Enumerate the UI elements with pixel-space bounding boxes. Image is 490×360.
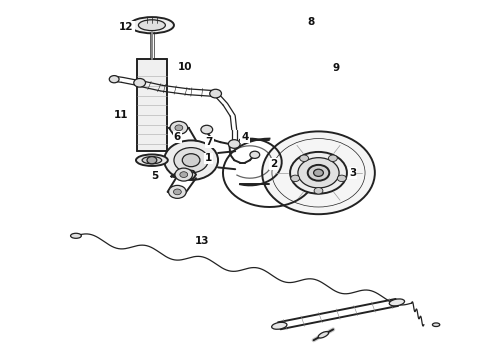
FancyBboxPatch shape <box>137 59 167 151</box>
Circle shape <box>170 121 188 134</box>
Text: 8: 8 <box>308 17 315 27</box>
Text: 6: 6 <box>174 132 181 142</box>
Ellipse shape <box>389 299 405 306</box>
Ellipse shape <box>138 20 165 31</box>
Circle shape <box>338 175 346 181</box>
Ellipse shape <box>130 17 174 33</box>
Text: 11: 11 <box>114 110 129 120</box>
Circle shape <box>250 151 260 158</box>
Circle shape <box>328 155 337 162</box>
Circle shape <box>201 125 213 134</box>
Text: 2: 2 <box>270 159 277 169</box>
Circle shape <box>180 172 188 177</box>
Ellipse shape <box>136 154 168 166</box>
Circle shape <box>314 169 323 176</box>
Circle shape <box>173 189 181 195</box>
Circle shape <box>147 157 157 164</box>
Circle shape <box>314 188 323 194</box>
Text: 10: 10 <box>178 62 193 72</box>
Circle shape <box>164 140 218 180</box>
Circle shape <box>169 185 186 198</box>
Circle shape <box>308 165 329 181</box>
Circle shape <box>175 125 183 131</box>
Circle shape <box>300 155 309 162</box>
Text: 9: 9 <box>333 63 340 73</box>
Text: 5: 5 <box>151 171 158 181</box>
Text: 7: 7 <box>205 137 213 147</box>
Circle shape <box>290 152 347 194</box>
Circle shape <box>210 89 221 98</box>
Circle shape <box>134 78 146 87</box>
Circle shape <box>228 140 240 148</box>
Circle shape <box>291 175 299 181</box>
Circle shape <box>262 131 375 214</box>
Ellipse shape <box>142 157 162 164</box>
Circle shape <box>109 76 119 83</box>
Text: 3: 3 <box>349 168 356 178</box>
Text: 12: 12 <box>119 22 134 32</box>
Ellipse shape <box>318 332 329 338</box>
Ellipse shape <box>271 322 287 329</box>
Circle shape <box>298 158 339 188</box>
Ellipse shape <box>433 323 440 327</box>
Text: 1: 1 <box>205 153 212 163</box>
Circle shape <box>174 148 208 173</box>
Text: 13: 13 <box>195 236 209 246</box>
Ellipse shape <box>71 233 81 238</box>
Circle shape <box>182 154 200 167</box>
Text: 4: 4 <box>241 132 249 142</box>
Circle shape <box>175 168 193 181</box>
